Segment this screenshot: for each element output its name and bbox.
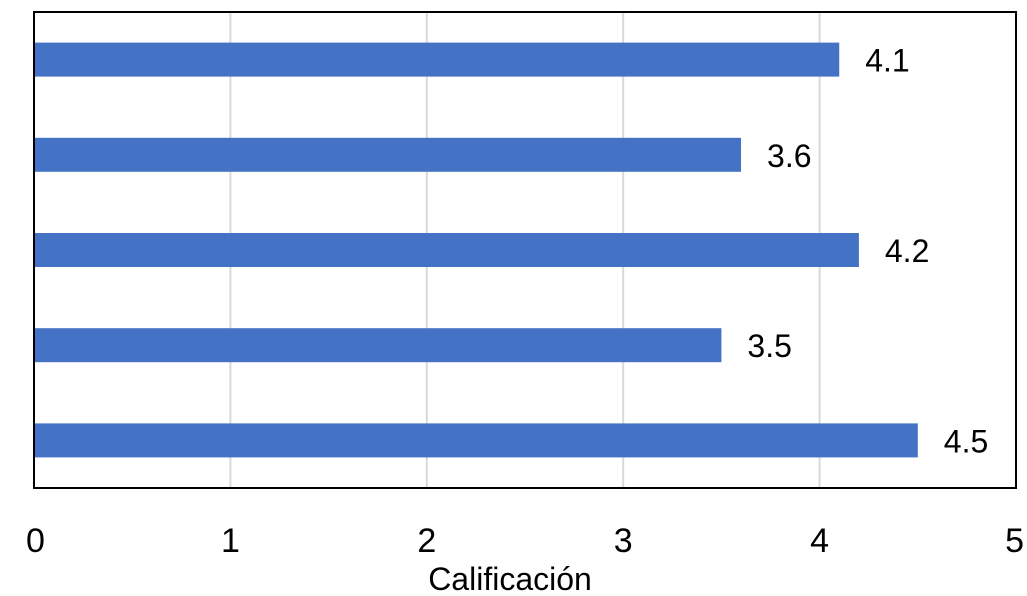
bar-data-label: 4.1: [865, 43, 909, 79]
bar-data-label: 4.2: [885, 233, 929, 269]
x-axis-ticks: 0 1 2 3 4 5: [26, 522, 1024, 560]
x-tick-label: 3: [614, 522, 633, 560]
bar: [34, 137, 742, 172]
x-axis-title: Calificación: [428, 561, 592, 596]
plot-area-border: [33, 11, 1017, 489]
data-labels: 4.1 3.6 4.2 3.5 4.5: [747, 43, 988, 460]
bar-data-label: 3.5: [747, 328, 791, 364]
x-tick-label: 4: [810, 522, 829, 560]
x-tick-label: 2: [417, 522, 436, 560]
bar-data-label: 4.5: [944, 423, 988, 459]
x-tick-label: 1: [221, 522, 240, 560]
bar: [34, 233, 859, 267]
bar-data-label: 3.6: [767, 138, 811, 174]
bar: [34, 42, 840, 77]
bar: [34, 423, 918, 458]
x-tick-label: 5: [1005, 522, 1024, 560]
bar: [34, 328, 722, 363]
x-tick-label: 0: [26, 522, 45, 560]
bars: [34, 42, 918, 458]
